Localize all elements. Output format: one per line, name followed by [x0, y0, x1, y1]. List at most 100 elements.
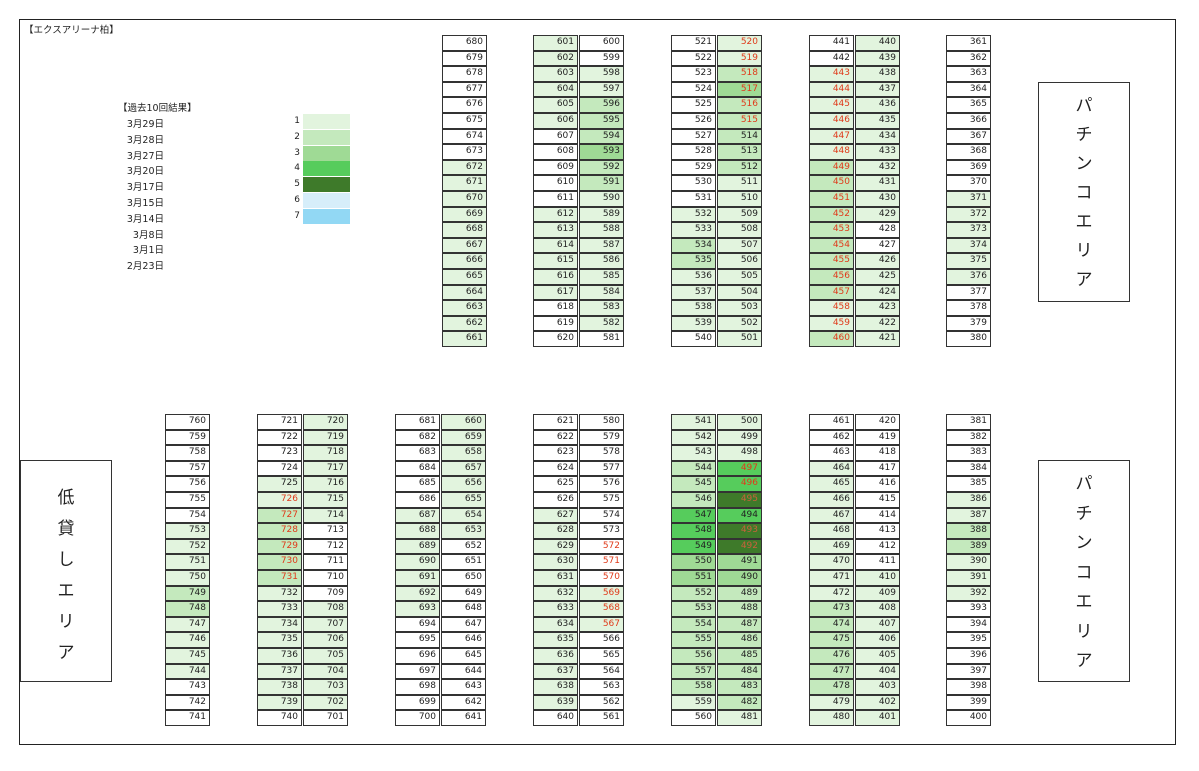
machine-cell[interactable]: 662 — [442, 315, 487, 332]
machine-cell[interactable]: 428 — [855, 222, 900, 238]
machine-cell[interactable]: 629 — [533, 538, 578, 555]
machine-cell[interactable]: 642 — [441, 694, 486, 711]
machine-cell[interactable]: 436 — [855, 97, 900, 113]
machine-cell[interactable]: 723 — [257, 445, 302, 461]
machine-cell[interactable]: 462 — [809, 429, 854, 446]
machine-cell[interactable]: 683 — [395, 445, 440, 461]
machine-cell[interactable]: 498 — [717, 445, 762, 461]
machine-cell[interactable]: 426 — [855, 253, 900, 269]
machine-cell[interactable]: 617 — [533, 284, 578, 301]
machine-cell[interactable]: 443 — [809, 66, 854, 82]
machine-cell[interactable]: 464 — [809, 460, 854, 477]
machine-cell[interactable]: 402 — [855, 694, 900, 711]
machine-cell[interactable]: 399 — [946, 694, 991, 711]
machine-cell[interactable]: 590 — [579, 191, 624, 207]
machine-cell[interactable]: 380 — [946, 331, 991, 347]
machine-cell[interactable]: 393 — [946, 601, 991, 617]
machine-cell[interactable]: 417 — [855, 460, 900, 477]
machine-cell[interactable]: 699 — [395, 694, 440, 711]
machine-cell[interactable]: 473 — [809, 601, 854, 617]
machine-cell[interactable]: 741 — [165, 710, 210, 726]
machine-cell[interactable]: 391 — [946, 570, 991, 586]
machine-cell[interactable]: 725 — [257, 476, 302, 492]
machine-cell[interactable]: 679 — [442, 50, 487, 67]
machine-cell[interactable]: 394 — [946, 616, 991, 633]
machine-cell[interactable]: 693 — [395, 601, 440, 617]
machine-cell[interactable]: 500 — [717, 414, 762, 430]
machine-cell[interactable]: 656 — [441, 476, 486, 492]
machine-cell[interactable]: 599 — [579, 50, 624, 67]
machine-cell[interactable]: 728 — [257, 523, 302, 539]
machine-cell[interactable]: 455 — [809, 253, 854, 269]
machine-cell[interactable]: 459 — [809, 315, 854, 332]
machine-cell[interactable]: 527 — [671, 128, 716, 145]
machine-cell[interactable]: 722 — [257, 429, 302, 446]
machine-cell[interactable]: 439 — [855, 50, 900, 67]
machine-cell[interactable]: 649 — [441, 585, 486, 602]
machine-cell[interactable]: 623 — [533, 445, 578, 461]
machine-cell[interactable]: 424 — [855, 284, 900, 301]
machine-cell[interactable]: 648 — [441, 601, 486, 617]
machine-cell[interactable]: 543 — [671, 445, 716, 461]
machine-cell[interactable]: 596 — [579, 97, 624, 113]
machine-cell[interactable]: 489 — [717, 585, 762, 602]
machine-cell[interactable]: 670 — [442, 191, 487, 207]
machine-cell[interactable]: 572 — [579, 538, 624, 555]
machine-cell[interactable]: 561 — [579, 710, 624, 726]
machine-cell[interactable]: 713 — [303, 523, 348, 539]
machine-cell[interactable]: 752 — [165, 538, 210, 555]
machine-cell[interactable]: 502 — [717, 315, 762, 332]
machine-cell[interactable]: 691 — [395, 570, 440, 586]
machine-cell[interactable]: 654 — [441, 507, 486, 524]
machine-cell[interactable]: 698 — [395, 679, 440, 695]
machine-cell[interactable]: 756 — [165, 476, 210, 492]
machine-cell[interactable]: 384 — [946, 460, 991, 477]
machine-cell[interactable]: 429 — [855, 206, 900, 223]
machine-cell[interactable]: 613 — [533, 222, 578, 238]
machine-cell[interactable]: 644 — [441, 663, 486, 680]
machine-cell[interactable]: 715 — [303, 492, 348, 508]
machine-cell[interactable]: 515 — [717, 113, 762, 129]
machine-cell[interactable]: 701 — [303, 710, 348, 726]
machine-cell[interactable]: 733 — [257, 601, 302, 617]
machine-cell[interactable]: 729 — [257, 538, 302, 555]
machine-cell[interactable]: 702 — [303, 694, 348, 711]
machine-cell[interactable]: 566 — [579, 632, 624, 648]
machine-cell[interactable]: 545 — [671, 476, 716, 492]
machine-cell[interactable]: 640 — [533, 710, 578, 726]
machine-cell[interactable]: 365 — [946, 97, 991, 113]
machine-cell[interactable]: 367 — [946, 128, 991, 145]
machine-cell[interactable]: 663 — [442, 300, 487, 316]
machine-cell[interactable]: 661 — [442, 331, 487, 347]
machine-cell[interactable]: 612 — [533, 206, 578, 223]
machine-cell[interactable]: 485 — [717, 648, 762, 664]
machine-cell[interactable]: 377 — [946, 284, 991, 301]
machine-cell[interactable]: 730 — [257, 554, 302, 570]
machine-cell[interactable]: 710 — [303, 570, 348, 586]
machine-cell[interactable]: 476 — [809, 648, 854, 664]
machine-cell[interactable]: 717 — [303, 460, 348, 477]
machine-cell[interactable]: 665 — [442, 269, 487, 285]
machine-cell[interactable]: 401 — [855, 710, 900, 726]
machine-cell[interactable]: 657 — [441, 460, 486, 477]
machine-cell[interactable]: 565 — [579, 648, 624, 664]
machine-cell[interactable]: 676 — [442, 97, 487, 113]
machine-cell[interactable]: 442 — [809, 50, 854, 67]
machine-cell[interactable]: 406 — [855, 632, 900, 648]
machine-cell[interactable]: 587 — [579, 237, 624, 254]
machine-cell[interactable]: 660 — [441, 414, 486, 430]
machine-cell[interactable]: 446 — [809, 113, 854, 129]
machine-cell[interactable]: 559 — [671, 694, 716, 711]
machine-cell[interactable]: 755 — [165, 492, 210, 508]
machine-cell[interactable]: 553 — [671, 601, 716, 617]
machine-cell[interactable]: 672 — [442, 159, 487, 176]
machine-cell[interactable]: 666 — [442, 253, 487, 269]
machine-cell[interactable]: 667 — [442, 237, 487, 254]
machine-cell[interactable]: 716 — [303, 476, 348, 492]
machine-cell[interactable]: 668 — [442, 222, 487, 238]
machine-cell[interactable]: 447 — [809, 128, 854, 145]
machine-cell[interactable]: 684 — [395, 460, 440, 477]
machine-cell[interactable]: 638 — [533, 679, 578, 695]
machine-cell[interactable]: 760 — [165, 414, 210, 430]
machine-cell[interactable]: 504 — [717, 284, 762, 301]
